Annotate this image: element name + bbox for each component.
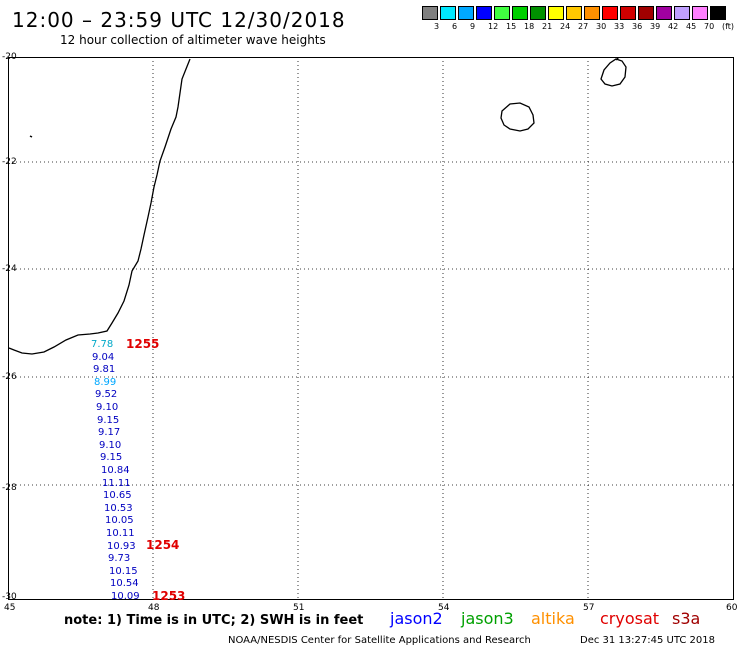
legend-label: 70 — [704, 22, 715, 31]
wave-height-value: 10.93 — [107, 540, 136, 552]
legend-label: 12 — [488, 22, 499, 31]
satellite-s3a: s3a — [672, 609, 701, 628]
legend-swatch — [620, 6, 636, 20]
legend-swatch — [710, 6, 726, 20]
longitude-tick-label: 60 — [726, 603, 738, 613]
generated-timestamp: Dec 31 13:27:45 UTC 2018 — [580, 635, 715, 646]
longitude-tick-label: 48 — [148, 603, 160, 613]
wave-height-value: 10.05 — [105, 515, 134, 527]
map-title: 12:00 – 23:59 UTC 12/30/2018 — [12, 8, 346, 32]
legend-swatch — [602, 6, 618, 20]
longitude-tick-label: 45 — [4, 603, 16, 613]
legend-swatch — [476, 6, 492, 20]
wave-height-value: 10.65 — [103, 490, 132, 502]
graticule — [8, 57, 734, 600]
satellite-jason2: jason2 — [390, 609, 443, 628]
legend-label: 9 — [470, 22, 476, 31]
wave-height-value: 9.10 — [99, 439, 122, 451]
legend-label: 36 — [632, 22, 643, 31]
source-credit: NOAA/NESDIS Center for Satellite Applica… — [228, 635, 531, 646]
legend-swatch — [692, 6, 708, 20]
reunion-island — [500, 102, 535, 132]
pass-time-label: 1255 — [126, 337, 160, 351]
longitude-tick-label: 54 — [438, 603, 450, 613]
madagascar-coastline — [8, 58, 191, 355]
map-subtitle: 12 hour collection of altimeter wave hei… — [60, 33, 326, 47]
map-border — [8, 57, 734, 600]
islet — [29, 135, 33, 138]
wave-height-value: 11.11 — [102, 477, 131, 489]
wave-height-value: 10.54 — [110, 578, 139, 590]
legend-label: 21 — [542, 22, 553, 31]
wave-height-value: 9.17 — [98, 427, 121, 439]
wave-height-value: 9.15 — [97, 414, 120, 426]
legend-label: 3 — [434, 22, 440, 31]
satellite-jason3: jason3 — [461, 609, 514, 628]
legend-label: 33 — [614, 22, 625, 31]
legend-label: 45 — [686, 22, 697, 31]
wave-height-value: 9.81 — [93, 364, 116, 376]
legend-swatch — [638, 6, 654, 20]
legend-label: 18 — [524, 22, 535, 31]
longitude-tick-label: 51 — [293, 603, 305, 613]
legend-swatch — [512, 6, 528, 20]
legend-label: 15 — [506, 22, 517, 31]
legend-swatch — [422, 6, 438, 20]
latitude-tick-label: -28 — [2, 483, 17, 493]
legend-swatch — [530, 6, 546, 20]
legend-label: 39 — [650, 22, 661, 31]
legend-swatch — [494, 6, 510, 20]
units-note: note: 1) Time is in UTC; 2) SWH is in fe… — [64, 613, 364, 628]
latitude-tick-label: -22 — [2, 157, 17, 167]
wave-height-value: 9.73 — [108, 553, 131, 565]
wave-height-value: 10.09 — [111, 591, 140, 602]
legend-label: 24 — [560, 22, 571, 31]
latitude-tick-label: -20 — [2, 52, 17, 62]
legend-swatch — [656, 6, 672, 20]
legend-label: (ft) — [722, 22, 735, 31]
mauritius-islet — [615, 57, 620, 61]
latitude-tick-label: -26 — [2, 372, 17, 382]
longitude-tick-label: 57 — [583, 603, 595, 613]
satellite-cryosat: cryosat — [600, 609, 660, 628]
legend-swatch — [584, 6, 600, 20]
legend-swatch — [458, 6, 474, 20]
satellite-altika: altika — [531, 609, 575, 628]
pass-time-label: 1254 — [146, 538, 180, 552]
legend-label: 30 — [596, 22, 607, 31]
latitude-tick-label: -30 — [2, 592, 17, 602]
wave-height-value: 9.52 — [95, 389, 118, 401]
wave-height-value: 8.99 — [94, 376, 117, 388]
legend-label: 6 — [452, 22, 458, 31]
wave-height-value: 9.15 — [100, 452, 123, 464]
legend-swatch — [440, 6, 456, 20]
latitude-tick-label: -24 — [2, 264, 17, 274]
wave-height-value: 10.53 — [104, 502, 133, 514]
wave-height-value: 9.04 — [92, 351, 115, 363]
map-frame — [8, 57, 734, 600]
wave-height-value: 10.15 — [109, 565, 138, 577]
pass-time-label: 1253 — [152, 589, 186, 603]
mauritius-island — [600, 58, 627, 87]
legend-label: 27 — [578, 22, 589, 31]
legend-swatch — [566, 6, 582, 20]
legend-swatch — [548, 6, 564, 20]
wave-height-value: 10.11 — [106, 528, 135, 539]
wave-height-value: 9.10 — [96, 402, 119, 413]
legend-label: 42 — [668, 22, 679, 31]
legend-swatch — [674, 6, 690, 20]
wave-height-value: 10.84 — [101, 465, 130, 476]
wave-height-value: 7.78 — [91, 339, 114, 350]
